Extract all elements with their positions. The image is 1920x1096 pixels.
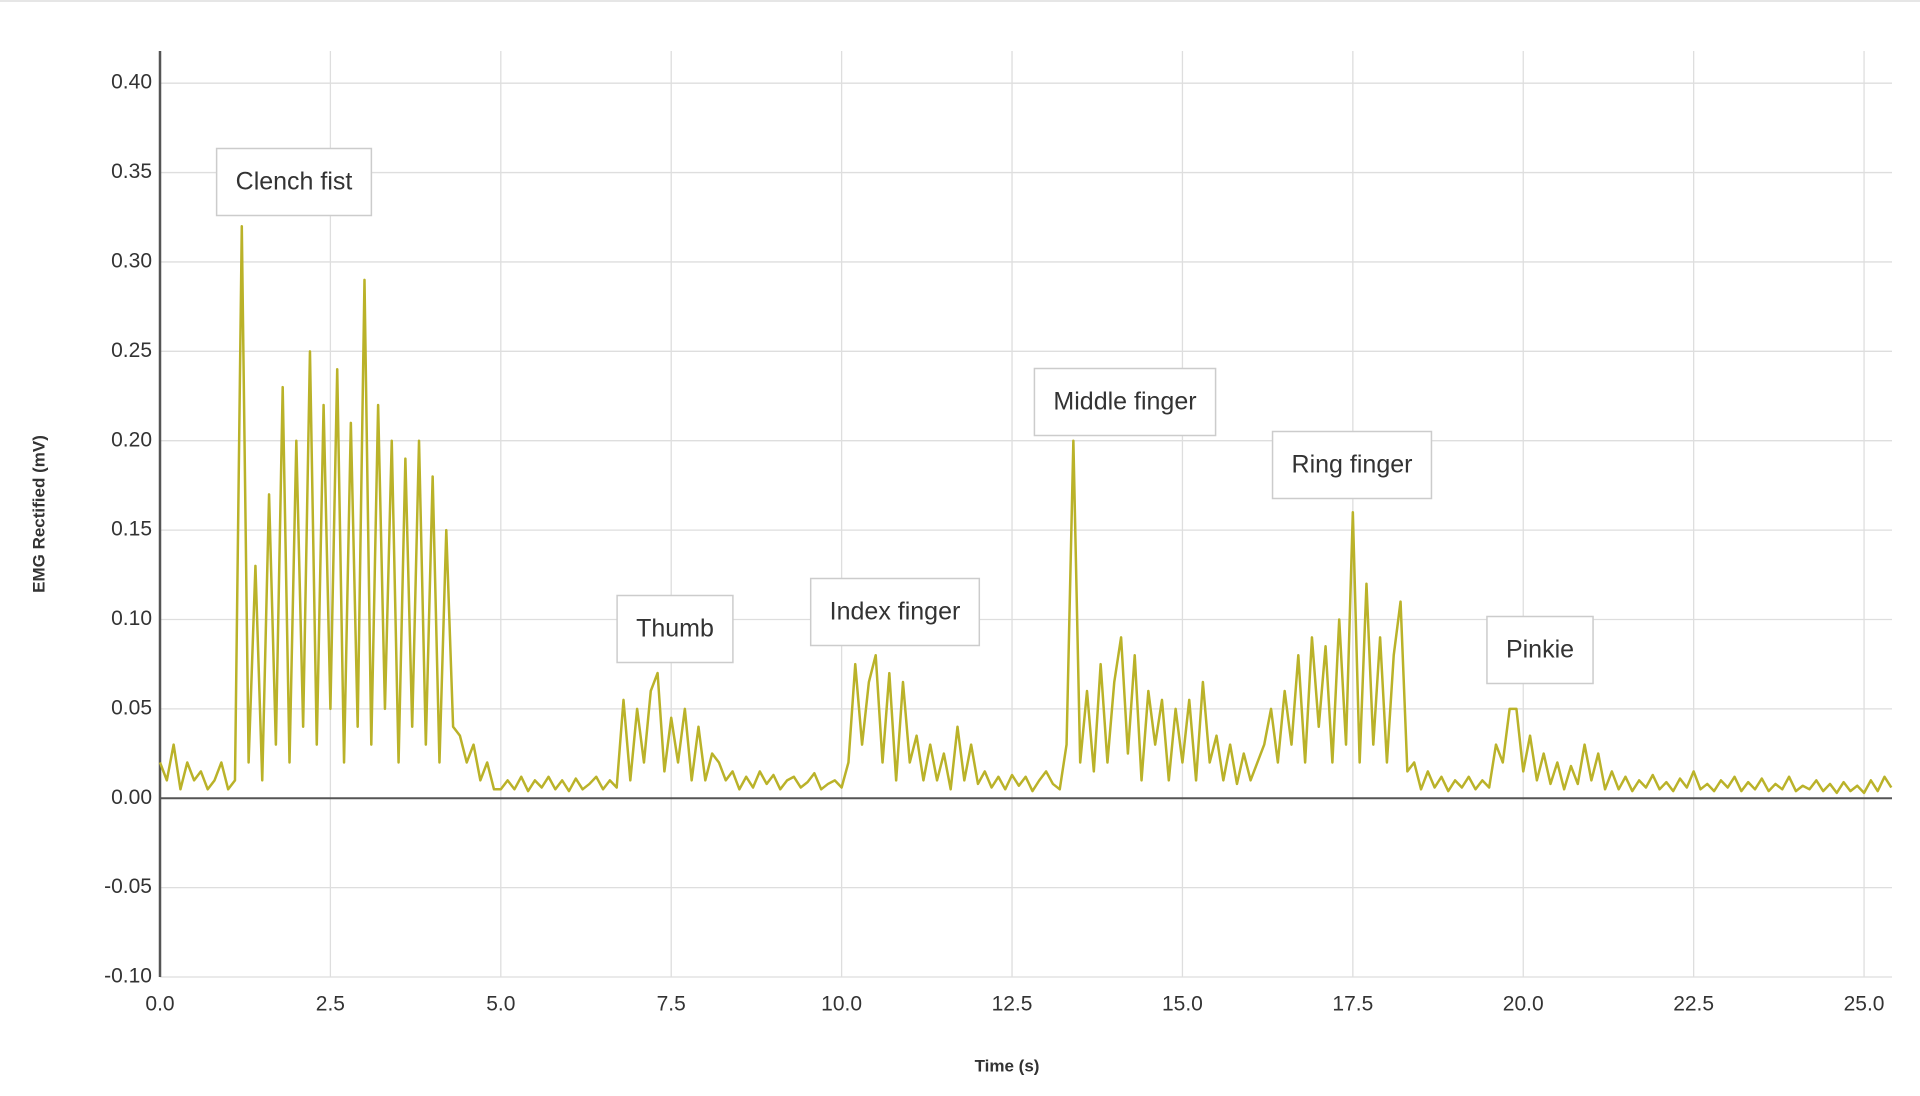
annotation-box [1271,430,1433,500]
annotation: Thumb [616,594,734,664]
annotation-box [1486,615,1594,685]
y-tick-label: 0.05 [111,696,152,719]
annotation-label: Index finger [830,598,961,626]
y-tick-label: 0.25 [111,339,152,362]
x-tick-label: 17.5 [1332,993,1373,1016]
annotation-box [215,147,373,217]
x-tick-label: 0.0 [145,993,174,1016]
y-tick-label: -0.10 [104,965,152,988]
annotation-label: Pinkie [1506,636,1574,664]
x-tick-label: 12.5 [992,993,1033,1016]
y-tick-label: 0.15 [111,518,152,541]
annotation: Ring finger [1271,430,1433,500]
x-tick-label: 25.0 [1844,993,1885,1016]
x-tick-label: 7.5 [657,993,686,1016]
y-tick-label: 0.30 [111,249,152,272]
y-tick-label: 0.40 [111,71,152,94]
annotation-label: Middle finger [1053,388,1196,416]
y-tick-label: 0.20 [111,428,152,451]
x-tick-label: 10.0 [821,993,862,1016]
annotation: Middle finger [1033,367,1217,437]
annotation: Pinkie [1486,615,1594,685]
grid: 0.0 2.5 5.0 7.5 10.0 12.5 15.0 17.5 20.0 22.5 25.0… [104,51,1892,1016]
x-tick-label: 5.0 [486,993,515,1016]
y-tick-label: 0.10 [111,607,152,630]
x-axis-title: Time (s) [975,1056,1040,1075]
annotation-label: Ring finger [1292,451,1413,479]
x-tick-label: 2.5 [316,993,345,1016]
x-tick-label: 22.5 [1673,993,1714,1016]
annotation-label: Clench fist [236,168,353,196]
annotation-box [1033,367,1217,437]
annotation: Index finger [809,577,981,647]
x-tick-label: 20.0 [1503,993,1544,1016]
annotations: Clench fist Thumb Index finger Middle finge… [215,147,1594,685]
y-tick-label: -0.05 [104,875,152,898]
y-axis-title: EMG Rectified (mV) [29,435,48,593]
signal-line [158,224,1893,795]
x-tick-label: 15.0 [1162,993,1203,1016]
y-tick-label: 0.00 [111,786,152,809]
annotation: Clench fist [215,147,373,217]
y-tick-label: 0.35 [111,160,152,183]
annotation-label: Thumb [636,615,714,643]
annotation-box [809,577,981,647]
annotation-box [616,594,734,664]
plot [158,224,1893,795]
